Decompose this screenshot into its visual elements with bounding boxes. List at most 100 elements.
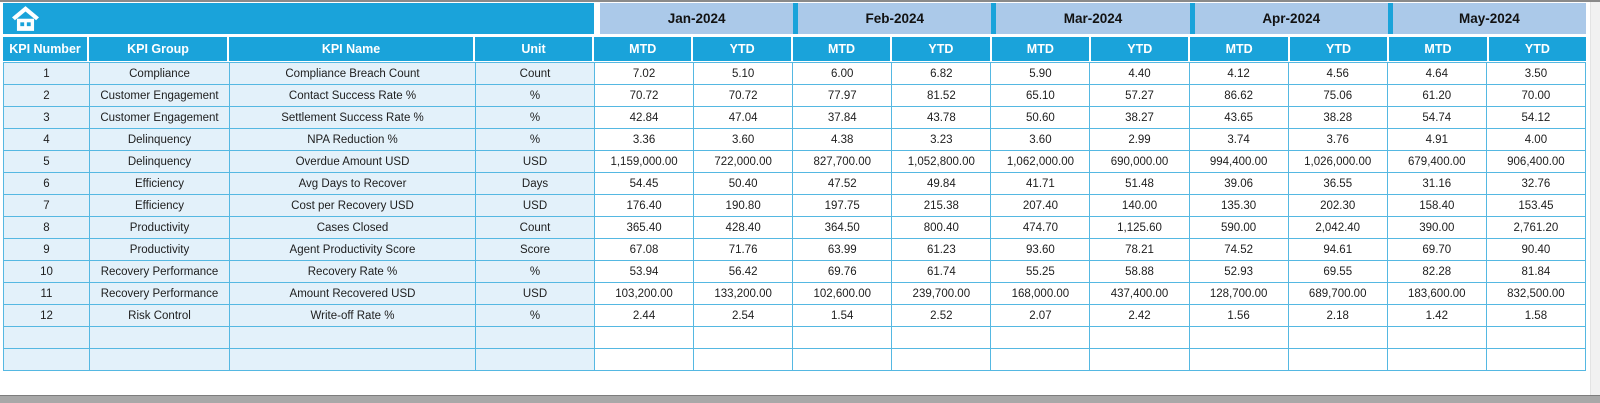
- cell-value[interactable]: 78.21: [1089, 238, 1190, 261]
- cell-value[interactable]: 53.94: [593, 260, 695, 283]
- cell-value[interactable]: 128,700.00: [1188, 282, 1289, 305]
- cell-value[interactable]: 679,400.00: [1386, 150, 1487, 173]
- cell-kpi-group[interactable]: Risk Control: [89, 304, 230, 327]
- cell-kpi-number[interactable]: 10: [3, 260, 90, 283]
- cell-value[interactable]: 2.52: [891, 304, 992, 327]
- cell-kpi-number[interactable]: 5: [3, 150, 90, 173]
- cell-value[interactable]: 90.40: [1485, 238, 1587, 261]
- cell-value[interactable]: 365.40: [593, 216, 695, 239]
- cell-unit[interactable]: Days: [475, 172, 595, 195]
- cell-value[interactable]: 52.93: [1188, 260, 1289, 283]
- cell-value[interactable]: 71.76: [693, 238, 794, 261]
- cell-value[interactable]: 86.62: [1188, 84, 1289, 107]
- cell-value[interactable]: 1,062,000.00: [990, 150, 1091, 173]
- cell-kpi-name[interactable]: NPA Reduction %: [229, 128, 476, 151]
- empty-cell[interactable]: [1485, 348, 1587, 371]
- cell-value[interactable]: 69.70: [1386, 238, 1487, 261]
- empty-cell[interactable]: [1485, 326, 1587, 349]
- cell-value[interactable]: 4.12: [1188, 62, 1289, 85]
- cell-value[interactable]: 7.02: [593, 62, 695, 85]
- header-kpi-group[interactable]: KPI Group: [89, 37, 229, 61]
- cell-kpi-name[interactable]: Compliance Breach Count: [229, 62, 476, 85]
- cell-value[interactable]: 3.60: [693, 128, 794, 151]
- empty-cell[interactable]: [1386, 326, 1487, 349]
- cell-value[interactable]: 1,125.60: [1089, 216, 1190, 239]
- empty-cell[interactable]: [593, 348, 695, 371]
- cell-value[interactable]: 994,400.00: [1188, 150, 1289, 173]
- cell-value[interactable]: 197.75: [792, 194, 893, 217]
- cell-value[interactable]: 689,700.00: [1287, 282, 1388, 305]
- cell-value[interactable]: 69.76: [792, 260, 893, 283]
- cell-value[interactable]: 39.06: [1188, 172, 1289, 195]
- cell-value[interactable]: 390.00: [1386, 216, 1487, 239]
- cell-value[interactable]: 74.52: [1188, 238, 1289, 261]
- cell-value[interactable]: 54.74: [1386, 106, 1487, 129]
- cell-value[interactable]: 2.42: [1089, 304, 1190, 327]
- cell-kpi-number[interactable]: 11: [3, 282, 90, 305]
- empty-cell[interactable]: [990, 348, 1091, 371]
- empty-cell[interactable]: [693, 326, 794, 349]
- cell-value[interactable]: 474.70: [990, 216, 1091, 239]
- cell-value[interactable]: 4.64: [1386, 62, 1487, 85]
- cell-value[interactable]: 1.58: [1485, 304, 1587, 327]
- cell-kpi-number[interactable]: 12: [3, 304, 90, 327]
- cell-kpi-name[interactable]: Cost per Recovery USD: [229, 194, 476, 217]
- cell-unit[interactable]: Count: [475, 62, 595, 85]
- cell-kpi-number[interactable]: 4: [3, 128, 90, 151]
- cell-kpi-group[interactable]: Productivity: [89, 238, 230, 261]
- cell-value[interactable]: 590.00: [1188, 216, 1289, 239]
- cell-value[interactable]: 364.50: [792, 216, 893, 239]
- cell-value[interactable]: 82.28: [1386, 260, 1487, 283]
- cell-unit[interactable]: USD: [475, 150, 595, 173]
- empty-cell[interactable]: [229, 326, 476, 349]
- header-may-2024-mtd[interactable]: MTD: [1389, 37, 1489, 61]
- cell-value[interactable]: 63.99: [792, 238, 893, 261]
- cell-unit[interactable]: %: [475, 260, 595, 283]
- cell-value[interactable]: 140.00: [1089, 194, 1190, 217]
- cell-value[interactable]: 75.06: [1287, 84, 1388, 107]
- cell-value[interactable]: 2,042.40: [1287, 216, 1388, 239]
- cell-value[interactable]: 6.82: [891, 62, 992, 85]
- cell-value[interactable]: 2.07: [990, 304, 1091, 327]
- cell-value[interactable]: 65.10: [990, 84, 1091, 107]
- empty-cell[interactable]: [475, 326, 595, 349]
- empty-cell[interactable]: [990, 326, 1091, 349]
- header-feb-2024-ytd[interactable]: YTD: [892, 37, 992, 61]
- header-jan-2024-ytd[interactable]: YTD: [693, 37, 793, 61]
- cell-value[interactable]: 58.88: [1089, 260, 1190, 283]
- cell-value[interactable]: 202.30: [1287, 194, 1388, 217]
- cell-kpi-name[interactable]: Contact Success Rate %: [229, 84, 476, 107]
- empty-cell[interactable]: [3, 326, 90, 349]
- cell-value[interactable]: 2.18: [1287, 304, 1388, 327]
- header-jan-2024-mtd[interactable]: MTD: [594, 37, 694, 61]
- cell-value[interactable]: 2,761.20: [1485, 216, 1587, 239]
- cell-value[interactable]: 31.16: [1386, 172, 1487, 195]
- empty-cell[interactable]: [229, 348, 476, 371]
- cell-value[interactable]: 49.84: [891, 172, 992, 195]
- cell-value[interactable]: 61.23: [891, 238, 992, 261]
- cell-value[interactable]: 81.52: [891, 84, 992, 107]
- header-kpi-number[interactable]: KPI Number: [3, 37, 89, 61]
- cell-kpi-group[interactable]: Customer Engagement: [89, 84, 230, 107]
- cell-value[interactable]: 43.65: [1188, 106, 1289, 129]
- empty-cell[interactable]: [693, 348, 794, 371]
- cell-unit[interactable]: %: [475, 304, 595, 327]
- cell-value[interactable]: 1.42: [1386, 304, 1487, 327]
- cell-value[interactable]: 93.60: [990, 238, 1091, 261]
- cell-value[interactable]: 183,600.00: [1386, 282, 1487, 305]
- cell-value[interactable]: 43.78: [891, 106, 992, 129]
- cell-kpi-number[interactable]: 8: [3, 216, 90, 239]
- header-may-2024-ytd[interactable]: YTD: [1488, 37, 1587, 61]
- cell-kpi-name[interactable]: Agent Productivity Score: [229, 238, 476, 261]
- cell-kpi-group[interactable]: Delinquency: [89, 150, 230, 173]
- cell-kpi-name[interactable]: Overdue Amount USD: [229, 150, 476, 173]
- cell-kpi-group[interactable]: Delinquency: [89, 128, 230, 151]
- cell-value[interactable]: 1,026,000.00: [1287, 150, 1388, 173]
- cell-value[interactable]: 70.72: [693, 84, 794, 107]
- cell-value[interactable]: 239,700.00: [891, 282, 992, 305]
- cell-value[interactable]: 57.27: [1089, 84, 1190, 107]
- cell-value[interactable]: 54.12: [1485, 106, 1587, 129]
- cell-value[interactable]: 61.74: [891, 260, 992, 283]
- cell-value[interactable]: 38.27: [1089, 106, 1190, 129]
- cell-value[interactable]: 3.76: [1287, 128, 1388, 151]
